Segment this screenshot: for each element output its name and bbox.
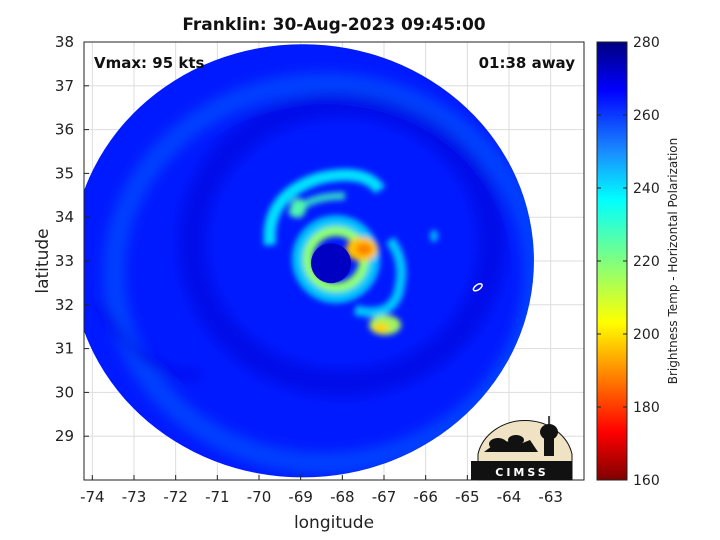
y-tick-label: 31: [55, 340, 74, 358]
y-tick-label: 29: [55, 427, 74, 445]
cimss-logo-icon: CIMSS: [471, 416, 573, 481]
y-tick-label: 32: [55, 296, 74, 314]
y-tick-label: 37: [55, 77, 74, 95]
colorbar-tick-label: 180: [633, 400, 660, 416]
microwave-swath: [84, 44, 534, 478]
colorbar-scale: [596, 41, 628, 481]
x-tick-label: -64: [497, 488, 522, 506]
colorbar-tick-label: 240: [633, 181, 660, 197]
rainband-field: [95, 72, 534, 475]
y-tick-label: 30: [55, 383, 74, 401]
x-tick-label: -73: [122, 488, 147, 506]
y-tick-label: 38: [55, 33, 74, 51]
y-tick-label: 33: [55, 252, 74, 270]
y-axis: 38 37 36 35 34 33 32 31 30 29: [55, 33, 89, 445]
colorbar-label: Brightness Temp - Horizontal Polarizatio…: [666, 138, 680, 385]
x-tick-label: -67: [372, 488, 397, 506]
y-axis-label: latitude: [33, 228, 53, 293]
x-axis-label: longitude: [294, 513, 374, 533]
colorbar-tick-label: 200: [633, 327, 660, 343]
track-marker-icon: [472, 283, 483, 292]
hurricane-eye: [311, 243, 351, 284]
x-tick-label: -74: [80, 488, 105, 506]
colorbar-tick-label: 160: [633, 473, 660, 489]
x-tick-label: -66: [413, 488, 438, 506]
x-tick-label: -63: [538, 488, 563, 506]
time-away-annotation: 01:38 away: [479, 54, 576, 72]
x-tick-label: -68: [330, 488, 355, 506]
y-tick-label: 34: [55, 208, 74, 226]
y-tick-label: 35: [55, 164, 74, 182]
x-tick-label: -70: [247, 488, 272, 506]
colorbar-tick-label: 280: [633, 35, 660, 51]
x-tick-label: -71: [205, 488, 230, 506]
x-tick-label: -65: [455, 488, 480, 506]
spiral-band: [263, 168, 438, 335]
eyewall: [292, 215, 380, 304]
x-tick-label: -69: [288, 488, 313, 506]
colorbar: 280 260 240 220 200 180 160 Brightness Temp - …: [596, 35, 680, 489]
x-axis: -74 -73 -72 -71 -70 -69 -68 -67 -66 -65 -64 -63: [80, 475, 563, 506]
colorbar-tick-label: 260: [633, 108, 660, 124]
y-tick-label: 36: [55, 121, 74, 139]
vmax-annotation: Vmax: 95 kts: [94, 54, 204, 72]
chart-title: Franklin: 30-Aug-2023 09:45:00: [182, 15, 485, 35]
x-tick-label: -72: [163, 488, 188, 506]
logo-text: CIMSS: [495, 466, 548, 479]
colorbar-tick-label: 220: [633, 254, 660, 270]
